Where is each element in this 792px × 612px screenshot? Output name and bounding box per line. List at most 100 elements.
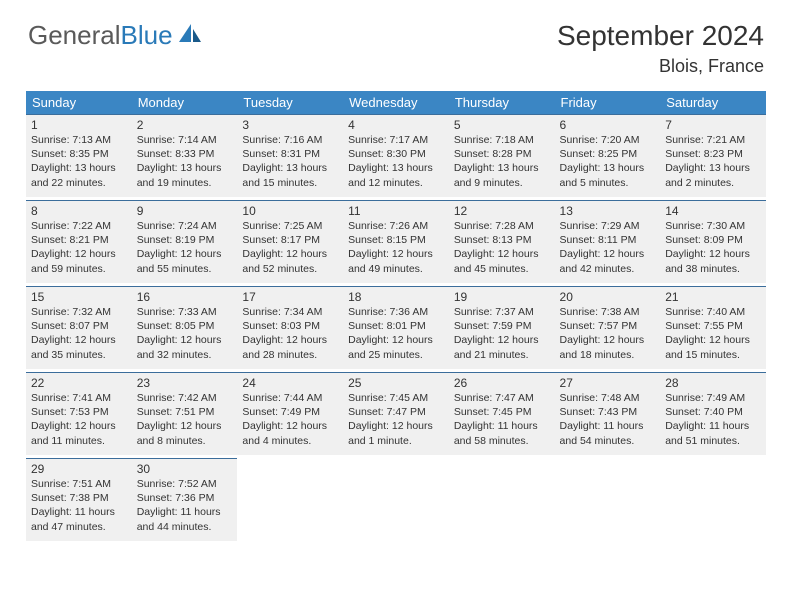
sunset-line: Sunset: 8:28 PM — [454, 147, 550, 161]
day-number: 18 — [348, 290, 444, 304]
calendar-cell — [343, 458, 449, 541]
daylight-line: Daylight: 13 hours and 12 minutes. — [348, 161, 444, 189]
sunset-line: Sunset: 8:03 PM — [242, 319, 338, 333]
logo-text-general: General — [28, 20, 121, 51]
sunrise-line: Sunrise: 7:44 AM — [242, 391, 338, 405]
sunset-line: Sunset: 7:38 PM — [31, 491, 127, 505]
sunset-line: Sunset: 7:57 PM — [560, 319, 656, 333]
daylight-line: Daylight: 13 hours and 5 minutes. — [560, 161, 656, 189]
daylight-line: Daylight: 12 hours and 8 minutes. — [137, 419, 233, 447]
logo-text-blue: Blue — [121, 20, 173, 51]
sunrise-line: Sunrise: 7:25 AM — [242, 219, 338, 233]
header: GeneralBlue September 2024 Blois, France — [0, 0, 792, 85]
day-number: 6 — [560, 118, 656, 132]
day-info: Sunrise: 7:20 AMSunset: 8:25 PMDaylight:… — [560, 133, 656, 190]
calendar-cell: 16Sunrise: 7:33 AMSunset: 8:05 PMDayligh… — [132, 286, 238, 369]
calendar-cell: 18Sunrise: 7:36 AMSunset: 8:01 PMDayligh… — [343, 286, 449, 369]
calendar-cell: 29Sunrise: 7:51 AMSunset: 7:38 PMDayligh… — [26, 458, 132, 541]
sunrise-line: Sunrise: 7:40 AM — [665, 305, 761, 319]
calendar-cell: 6Sunrise: 7:20 AMSunset: 8:25 PMDaylight… — [555, 114, 661, 197]
sunrise-line: Sunrise: 7:49 AM — [665, 391, 761, 405]
calendar-cell: 26Sunrise: 7:47 AMSunset: 7:45 PMDayligh… — [449, 372, 555, 455]
daylight-line: Daylight: 12 hours and 32 minutes. — [137, 333, 233, 361]
day-number: 22 — [31, 376, 127, 390]
calendar-cell: 10Sunrise: 7:25 AMSunset: 8:17 PMDayligh… — [237, 200, 343, 283]
weekday-header: Friday — [555, 91, 661, 114]
sunset-line: Sunset: 7:45 PM — [454, 405, 550, 419]
sunrise-line: Sunrise: 7:42 AM — [137, 391, 233, 405]
day-number: 2 — [137, 118, 233, 132]
calendar-cell: 15Sunrise: 7:32 AMSunset: 8:07 PMDayligh… — [26, 286, 132, 369]
daylight-line: Daylight: 11 hours and 51 minutes. — [665, 419, 761, 447]
sunset-line: Sunset: 8:15 PM — [348, 233, 444, 247]
daylight-line: Daylight: 12 hours and 59 minutes. — [31, 247, 127, 275]
daylight-line: Daylight: 12 hours and 49 minutes. — [348, 247, 444, 275]
day-number: 20 — [560, 290, 656, 304]
calendar-body: 1Sunrise: 7:13 AMSunset: 8:35 PMDaylight… — [26, 114, 766, 541]
day-number: 15 — [31, 290, 127, 304]
sunset-line: Sunset: 8:11 PM — [560, 233, 656, 247]
sunrise-line: Sunrise: 7:24 AM — [137, 219, 233, 233]
sunrise-line: Sunrise: 7:34 AM — [242, 305, 338, 319]
calendar-row: 29Sunrise: 7:51 AMSunset: 7:38 PMDayligh… — [26, 458, 766, 541]
logo: GeneralBlue — [28, 20, 203, 51]
calendar-cell: 24Sunrise: 7:44 AMSunset: 7:49 PMDayligh… — [237, 372, 343, 455]
calendar-cell: 30Sunrise: 7:52 AMSunset: 7:36 PMDayligh… — [132, 458, 238, 541]
day-number: 29 — [31, 462, 127, 476]
sunset-line: Sunset: 7:47 PM — [348, 405, 444, 419]
sunset-line: Sunset: 8:07 PM — [31, 319, 127, 333]
calendar-cell: 17Sunrise: 7:34 AMSunset: 8:03 PMDayligh… — [237, 286, 343, 369]
sunrise-line: Sunrise: 7:51 AM — [31, 477, 127, 491]
daylight-line: Daylight: 12 hours and 55 minutes. — [137, 247, 233, 275]
day-info: Sunrise: 7:26 AMSunset: 8:15 PMDaylight:… — [348, 219, 444, 276]
weekday-header: Tuesday — [237, 91, 343, 114]
sunrise-line: Sunrise: 7:18 AM — [454, 133, 550, 147]
sunrise-line: Sunrise: 7:20 AM — [560, 133, 656, 147]
weekday-header: Wednesday — [343, 91, 449, 114]
daylight-line: Daylight: 11 hours and 58 minutes. — [454, 419, 550, 447]
calendar-cell: 13Sunrise: 7:29 AMSunset: 8:11 PMDayligh… — [555, 200, 661, 283]
calendar-cell: 20Sunrise: 7:38 AMSunset: 7:57 PMDayligh… — [555, 286, 661, 369]
day-number: 5 — [454, 118, 550, 132]
sunrise-line: Sunrise: 7:14 AM — [137, 133, 233, 147]
sunset-line: Sunset: 8:33 PM — [137, 147, 233, 161]
daylight-line: Daylight: 11 hours and 47 minutes. — [31, 505, 127, 533]
day-info: Sunrise: 7:48 AMSunset: 7:43 PMDaylight:… — [560, 391, 656, 448]
calendar-row: 1Sunrise: 7:13 AMSunset: 8:35 PMDaylight… — [26, 114, 766, 197]
day-number: 16 — [137, 290, 233, 304]
calendar-row: 22Sunrise: 7:41 AMSunset: 7:53 PMDayligh… — [26, 372, 766, 455]
calendar-cell — [237, 458, 343, 541]
daylight-line: Daylight: 12 hours and 18 minutes. — [560, 333, 656, 361]
day-number: 3 — [242, 118, 338, 132]
calendar-cell: 5Sunrise: 7:18 AMSunset: 8:28 PMDaylight… — [449, 114, 555, 197]
daylight-line: Daylight: 12 hours and 21 minutes. — [454, 333, 550, 361]
sunset-line: Sunset: 8:01 PM — [348, 319, 444, 333]
title-block: September 2024 Blois, France — [557, 20, 764, 77]
day-number: 25 — [348, 376, 444, 390]
daylight-line: Daylight: 13 hours and 19 minutes. — [137, 161, 233, 189]
day-number: 10 — [242, 204, 338, 218]
sunrise-line: Sunrise: 7:13 AM — [31, 133, 127, 147]
daylight-line: Daylight: 12 hours and 15 minutes. — [665, 333, 761, 361]
sunrise-line: Sunrise: 7:30 AM — [665, 219, 761, 233]
sunset-line: Sunset: 8:30 PM — [348, 147, 444, 161]
daylight-line: Daylight: 12 hours and 4 minutes. — [242, 419, 338, 447]
day-number: 9 — [137, 204, 233, 218]
calendar-cell: 21Sunrise: 7:40 AMSunset: 7:55 PMDayligh… — [660, 286, 766, 369]
sunset-line: Sunset: 7:53 PM — [31, 405, 127, 419]
day-info: Sunrise: 7:36 AMSunset: 8:01 PMDaylight:… — [348, 305, 444, 362]
month-title: September 2024 — [557, 20, 764, 52]
day-number: 26 — [454, 376, 550, 390]
day-info: Sunrise: 7:24 AMSunset: 8:19 PMDaylight:… — [137, 219, 233, 276]
sunset-line: Sunset: 8:35 PM — [31, 147, 127, 161]
calendar-cell: 25Sunrise: 7:45 AMSunset: 7:47 PMDayligh… — [343, 372, 449, 455]
weekday-header-row: Sunday Monday Tuesday Wednesday Thursday… — [26, 91, 766, 114]
day-info: Sunrise: 7:16 AMSunset: 8:31 PMDaylight:… — [242, 133, 338, 190]
sunset-line: Sunset: 8:13 PM — [454, 233, 550, 247]
sunrise-line: Sunrise: 7:22 AM — [31, 219, 127, 233]
sunset-line: Sunset: 7:51 PM — [137, 405, 233, 419]
day-info: Sunrise: 7:34 AMSunset: 8:03 PMDaylight:… — [242, 305, 338, 362]
daylight-line: Daylight: 13 hours and 22 minutes. — [31, 161, 127, 189]
daylight-line: Daylight: 11 hours and 44 minutes. — [137, 505, 233, 533]
sunset-line: Sunset: 7:55 PM — [665, 319, 761, 333]
